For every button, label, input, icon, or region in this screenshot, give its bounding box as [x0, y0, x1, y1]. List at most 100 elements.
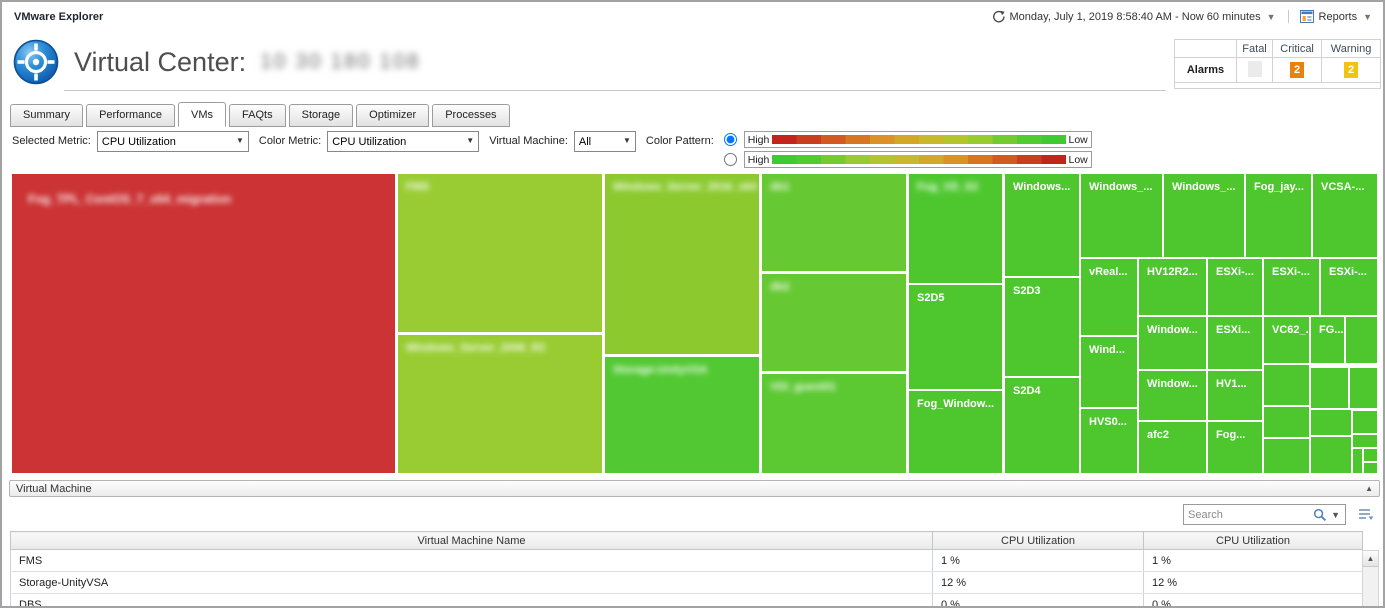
cpu-utilization-cell: 0 % [932, 593, 1144, 606]
warning-count-badge[interactable]: 2 [1344, 62, 1359, 78]
treemap-tile-s2d3[interactable]: S2D3 [1005, 278, 1079, 376]
treemap-tile-windows-server-2008-r2[interactable]: Windows_Server_2008_R2 [398, 335, 602, 473]
tile-label: ESXi... [1216, 324, 1251, 336]
treemap-tile-vc62[interactable]: VC62_... [1264, 317, 1309, 363]
table-row[interactable]: Storage-UnityVSA 12 % 12 % [10, 571, 1363, 594]
tab-faqts[interactable]: FAQts [229, 104, 286, 127]
search-options-caret-icon[interactable]: ▼ [1331, 509, 1340, 520]
table-row[interactable]: FMS 1 % 1 % [10, 549, 1363, 572]
time-range-label[interactable]: Monday, July 1, 2019 8:58:40 AM - Now 60… [1009, 10, 1261, 23]
treemap-tile-db1[interactable]: db1 [762, 174, 906, 271]
time-range-caret-icon[interactable]: ▼ [1266, 11, 1276, 22]
col-header-cpu-2[interactable]: CPU Utilization [1143, 531, 1363, 550]
treemap-tile-esxi[interactable]: ESXi-... [1321, 259, 1377, 315]
search-input[interactable] [1188, 508, 1311, 521]
alarms-row-label: Alarms [1174, 57, 1237, 83]
treemap-tile-unlabeled[interactable] [1264, 365, 1309, 405]
treemap-tile-vcsa[interactable]: VCSA-... [1313, 174, 1377, 257]
treemap-tile-vreal[interactable]: vReal... [1081, 259, 1137, 335]
panel-toolbar: ▼ [9, 497, 1380, 531]
tile-label: Window... [1147, 324, 1198, 336]
vm-name-cell: Storage-UnityVSA [10, 571, 933, 594]
treemap-tile-unlabeled[interactable] [1353, 411, 1377, 433]
treemap-tile-unlabeled[interactable] [1364, 463, 1377, 473]
tile-label: Fog_jay... [1254, 181, 1304, 193]
tab-vms[interactable]: VMs [178, 102, 227, 127]
treemap-tile-fg[interactable]: FG... [1311, 317, 1344, 363]
treemap-tile-afc2[interactable]: afc2 [1139, 422, 1206, 473]
treemap-tile-unlabeled[interactable] [1353, 435, 1377, 447]
virtual-machine-select[interactable]: All [573, 131, 636, 152]
tile-label: Windows... [1013, 181, 1071, 193]
tile-label: db1 [770, 181, 790, 193]
treemap-tile-fms[interactable]: FMS [398, 174, 602, 332]
treemap-tile-unlabeled[interactable] [1311, 437, 1351, 473]
treemap-tile-windows[interactable]: Windows_... [1081, 174, 1162, 257]
treemap-tile-hv1[interactable]: HV1... [1208, 371, 1262, 420]
top-bar: VMware Explorer Monday, July 1, 2019 8:5… [14, 10, 1373, 23]
treemap-tile-fog-jay[interactable]: Fog_jay... [1246, 174, 1311, 257]
tab-optimizer[interactable]: Optimizer [356, 104, 430, 127]
selected-metric-select[interactable]: CPU Utilization [96, 131, 249, 152]
cpu-utilization-cell: 12 % [1143, 571, 1363, 594]
tab-summary[interactable]: Summary [10, 104, 84, 127]
treemap-tile-s2d4[interactable]: S2D4 [1005, 378, 1079, 473]
treemap-tile-esxi[interactable]: ESXi... [1208, 317, 1262, 369]
treemap-tile-s2d5[interactable]: S2D5 [909, 285, 1002, 389]
green-to-red-gradient [772, 155, 1066, 164]
treemap-tile-window[interactable]: Window... [1139, 317, 1206, 369]
tab-processes[interactable]: Processes [432, 104, 510, 127]
color-pattern-radio-high-green[interactable] [723, 153, 737, 166]
treemap-tile-windows[interactable]: Windows_... [1164, 174, 1244, 257]
vm-name-cell: DBS [10, 593, 933, 606]
treemap-tile-esxi[interactable]: ESXi-... [1264, 259, 1319, 315]
treemap-tile-windows[interactable]: Windows... [1005, 174, 1079, 276]
tile-label: Fog... [1216, 429, 1246, 441]
tab-storage[interactable]: Storage [288, 104, 354, 127]
treemap-tile-wind[interactable]: Wind... [1081, 337, 1137, 407]
topbar-divider [1287, 10, 1289, 23]
treemap-tile-unlabeled[interactable] [1350, 368, 1377, 408]
table-scrollbar[interactable]: ▲ [1362, 550, 1379, 606]
title-divider [64, 90, 1166, 91]
treemap-tile-fog-vd-s2[interactable]: Fog_VD_S2 [909, 174, 1002, 283]
color-metric-select[interactable]: CPU Utilization [327, 131, 480, 152]
critical-count-badge[interactable]: 2 [1290, 62, 1305, 78]
treemap-tile-unlabeled[interactable] [1364, 449, 1377, 461]
search-box[interactable]: ▼ [1183, 504, 1346, 525]
reports-button[interactable]: Reports [1318, 10, 1358, 23]
treemap-tile-unlabeled[interactable] [1311, 368, 1348, 408]
treemap-tile-unlabeled[interactable] [1346, 317, 1377, 363]
tab-performance[interactable]: Performance [86, 104, 176, 127]
treemap-tile-unlabeled[interactable] [1311, 410, 1351, 435]
treemap-tile-window[interactable]: Window... [1139, 371, 1206, 420]
treemap-tile-storage-unityvsa[interactable]: Storage-UnityVSA [605, 357, 759, 473]
reports-caret-icon[interactable]: ▼ [1363, 11, 1372, 22]
treemap-tile-db2[interactable]: db2 [762, 274, 906, 371]
vm-name-cell: FMS [10, 549, 933, 572]
treemap-tile-unlabeled[interactable] [1353, 449, 1362, 473]
treemap-tile-vdi-guest01[interactable]: VDI_guest01 [762, 374, 906, 473]
treemap-tile-windows-server-2016-x64[interactable]: Windows_Server_2016_x64 [605, 174, 759, 354]
reports-icon [1299, 10, 1314, 23]
column-chooser-icon[interactable] [1358, 508, 1374, 521]
treemap-tile-fog-tpl-centos-7-x64-migration[interactable]: Fog_TPL_CentOS_7_x64_migration [12, 174, 395, 473]
treemap-tile-hvs0[interactable]: HVS0... [1081, 409, 1137, 473]
color-pattern-radio-high-red[interactable] [723, 133, 737, 146]
treemap-tile-unlabeled[interactable] [1264, 439, 1309, 473]
treemap-tile-esxi[interactable]: ESXi-... [1208, 259, 1262, 315]
treemap-tile-fog[interactable]: Fog... [1208, 422, 1262, 473]
fatal-count-badge[interactable] [1247, 60, 1262, 77]
col-header-vm-name[interactable]: Virtual Machine Name [10, 531, 933, 550]
color-scale-high-low: High Low [743, 131, 1092, 148]
treemap-tile-unlabeled[interactable] [1264, 407, 1309, 437]
selected-metric-select-wrap: CPU Utilization [96, 131, 249, 152]
col-header-cpu-1[interactable]: CPU Utilization [932, 531, 1144, 550]
collapse-panel-icon[interactable]: ▲ [1365, 484, 1373, 493]
treemap-tile-hv12r2[interactable]: HV12R2... [1139, 259, 1206, 315]
scroll-up-icon[interactable]: ▲ [1363, 551, 1378, 567]
search-icon[interactable] [1313, 508, 1327, 522]
alarms-col-fatal: Fatal [1235, 39, 1274, 58]
treemap-tile-fog-window[interactable]: Fog_Window... [909, 391, 1002, 473]
table-row[interactable]: DBS 0 % 0 % [10, 593, 1363, 606]
